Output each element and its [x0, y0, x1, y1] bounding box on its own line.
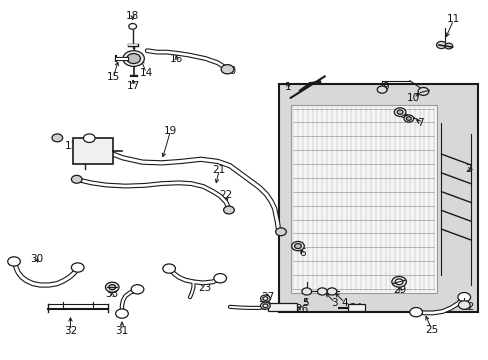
- Text: 21: 21: [212, 165, 225, 175]
- Text: 18: 18: [126, 12, 139, 21]
- Text: 31: 31: [115, 326, 128, 336]
- Text: 8: 8: [398, 110, 405, 120]
- Bar: [290, 105, 436, 293]
- Bar: [73, 138, 113, 164]
- Circle shape: [163, 264, 175, 273]
- Text: 17: 17: [127, 81, 140, 91]
- Bar: [278, 84, 477, 312]
- Circle shape: [83, 134, 95, 143]
- Circle shape: [444, 43, 452, 49]
- Text: 20: 20: [223, 66, 236, 76]
- Circle shape: [391, 276, 406, 287]
- Circle shape: [436, 41, 446, 49]
- Circle shape: [105, 282, 119, 292]
- Text: 23: 23: [198, 283, 211, 293]
- Text: 11: 11: [446, 14, 459, 24]
- Circle shape: [403, 115, 413, 122]
- Circle shape: [301, 288, 311, 295]
- Bar: [347, 303, 364, 311]
- Circle shape: [376, 86, 386, 93]
- Circle shape: [52, 134, 62, 142]
- Text: 5: 5: [302, 298, 308, 308]
- Circle shape: [393, 108, 405, 116]
- Text: 27: 27: [261, 292, 274, 302]
- Circle shape: [263, 297, 267, 300]
- Text: 1: 1: [285, 82, 291, 92]
- Circle shape: [71, 175, 82, 183]
- Text: 2: 2: [464, 164, 470, 174]
- Circle shape: [417, 87, 428, 95]
- Text: 24: 24: [349, 303, 362, 313]
- Text: 14: 14: [140, 68, 153, 78]
- Text: 22: 22: [219, 190, 232, 200]
- Circle shape: [291, 242, 304, 251]
- Circle shape: [223, 206, 234, 214]
- Circle shape: [260, 302, 270, 309]
- Circle shape: [109, 285, 116, 290]
- Text: 32: 32: [63, 326, 77, 336]
- Text: 15: 15: [106, 72, 120, 82]
- Circle shape: [71, 263, 84, 272]
- Circle shape: [317, 288, 326, 295]
- Circle shape: [126, 54, 140, 64]
- Circle shape: [409, 307, 422, 317]
- Text: 9: 9: [382, 82, 388, 92]
- Circle shape: [396, 110, 402, 114]
- Circle shape: [131, 285, 143, 294]
- Circle shape: [457, 293, 469, 302]
- Circle shape: [326, 288, 336, 295]
- Text: 16: 16: [169, 54, 183, 64]
- Text: 25: 25: [424, 325, 437, 335]
- Text: 30: 30: [30, 254, 43, 264]
- Text: 10: 10: [407, 93, 419, 103]
- Circle shape: [406, 117, 410, 120]
- Text: 26: 26: [295, 304, 308, 314]
- Circle shape: [458, 301, 469, 309]
- Circle shape: [128, 23, 136, 29]
- Text: 19: 19: [163, 126, 177, 136]
- Text: 12: 12: [461, 302, 474, 312]
- Text: 3: 3: [331, 298, 338, 308]
- Text: 13: 13: [65, 141, 79, 151]
- Circle shape: [394, 279, 402, 285]
- Text: 6: 6: [299, 248, 305, 258]
- Circle shape: [221, 64, 233, 74]
- Circle shape: [260, 295, 270, 302]
- Circle shape: [8, 257, 20, 266]
- Circle shape: [122, 51, 144, 66]
- Circle shape: [213, 274, 226, 283]
- Circle shape: [275, 228, 286, 236]
- Text: 29: 29: [393, 285, 406, 295]
- Circle shape: [294, 244, 301, 249]
- Bar: [267, 302, 296, 311]
- Circle shape: [263, 304, 267, 307]
- Text: 28: 28: [258, 301, 271, 311]
- Circle shape: [116, 309, 128, 318]
- Text: 7: 7: [416, 118, 423, 128]
- Text: 33: 33: [105, 289, 119, 298]
- Text: 4: 4: [341, 298, 347, 308]
